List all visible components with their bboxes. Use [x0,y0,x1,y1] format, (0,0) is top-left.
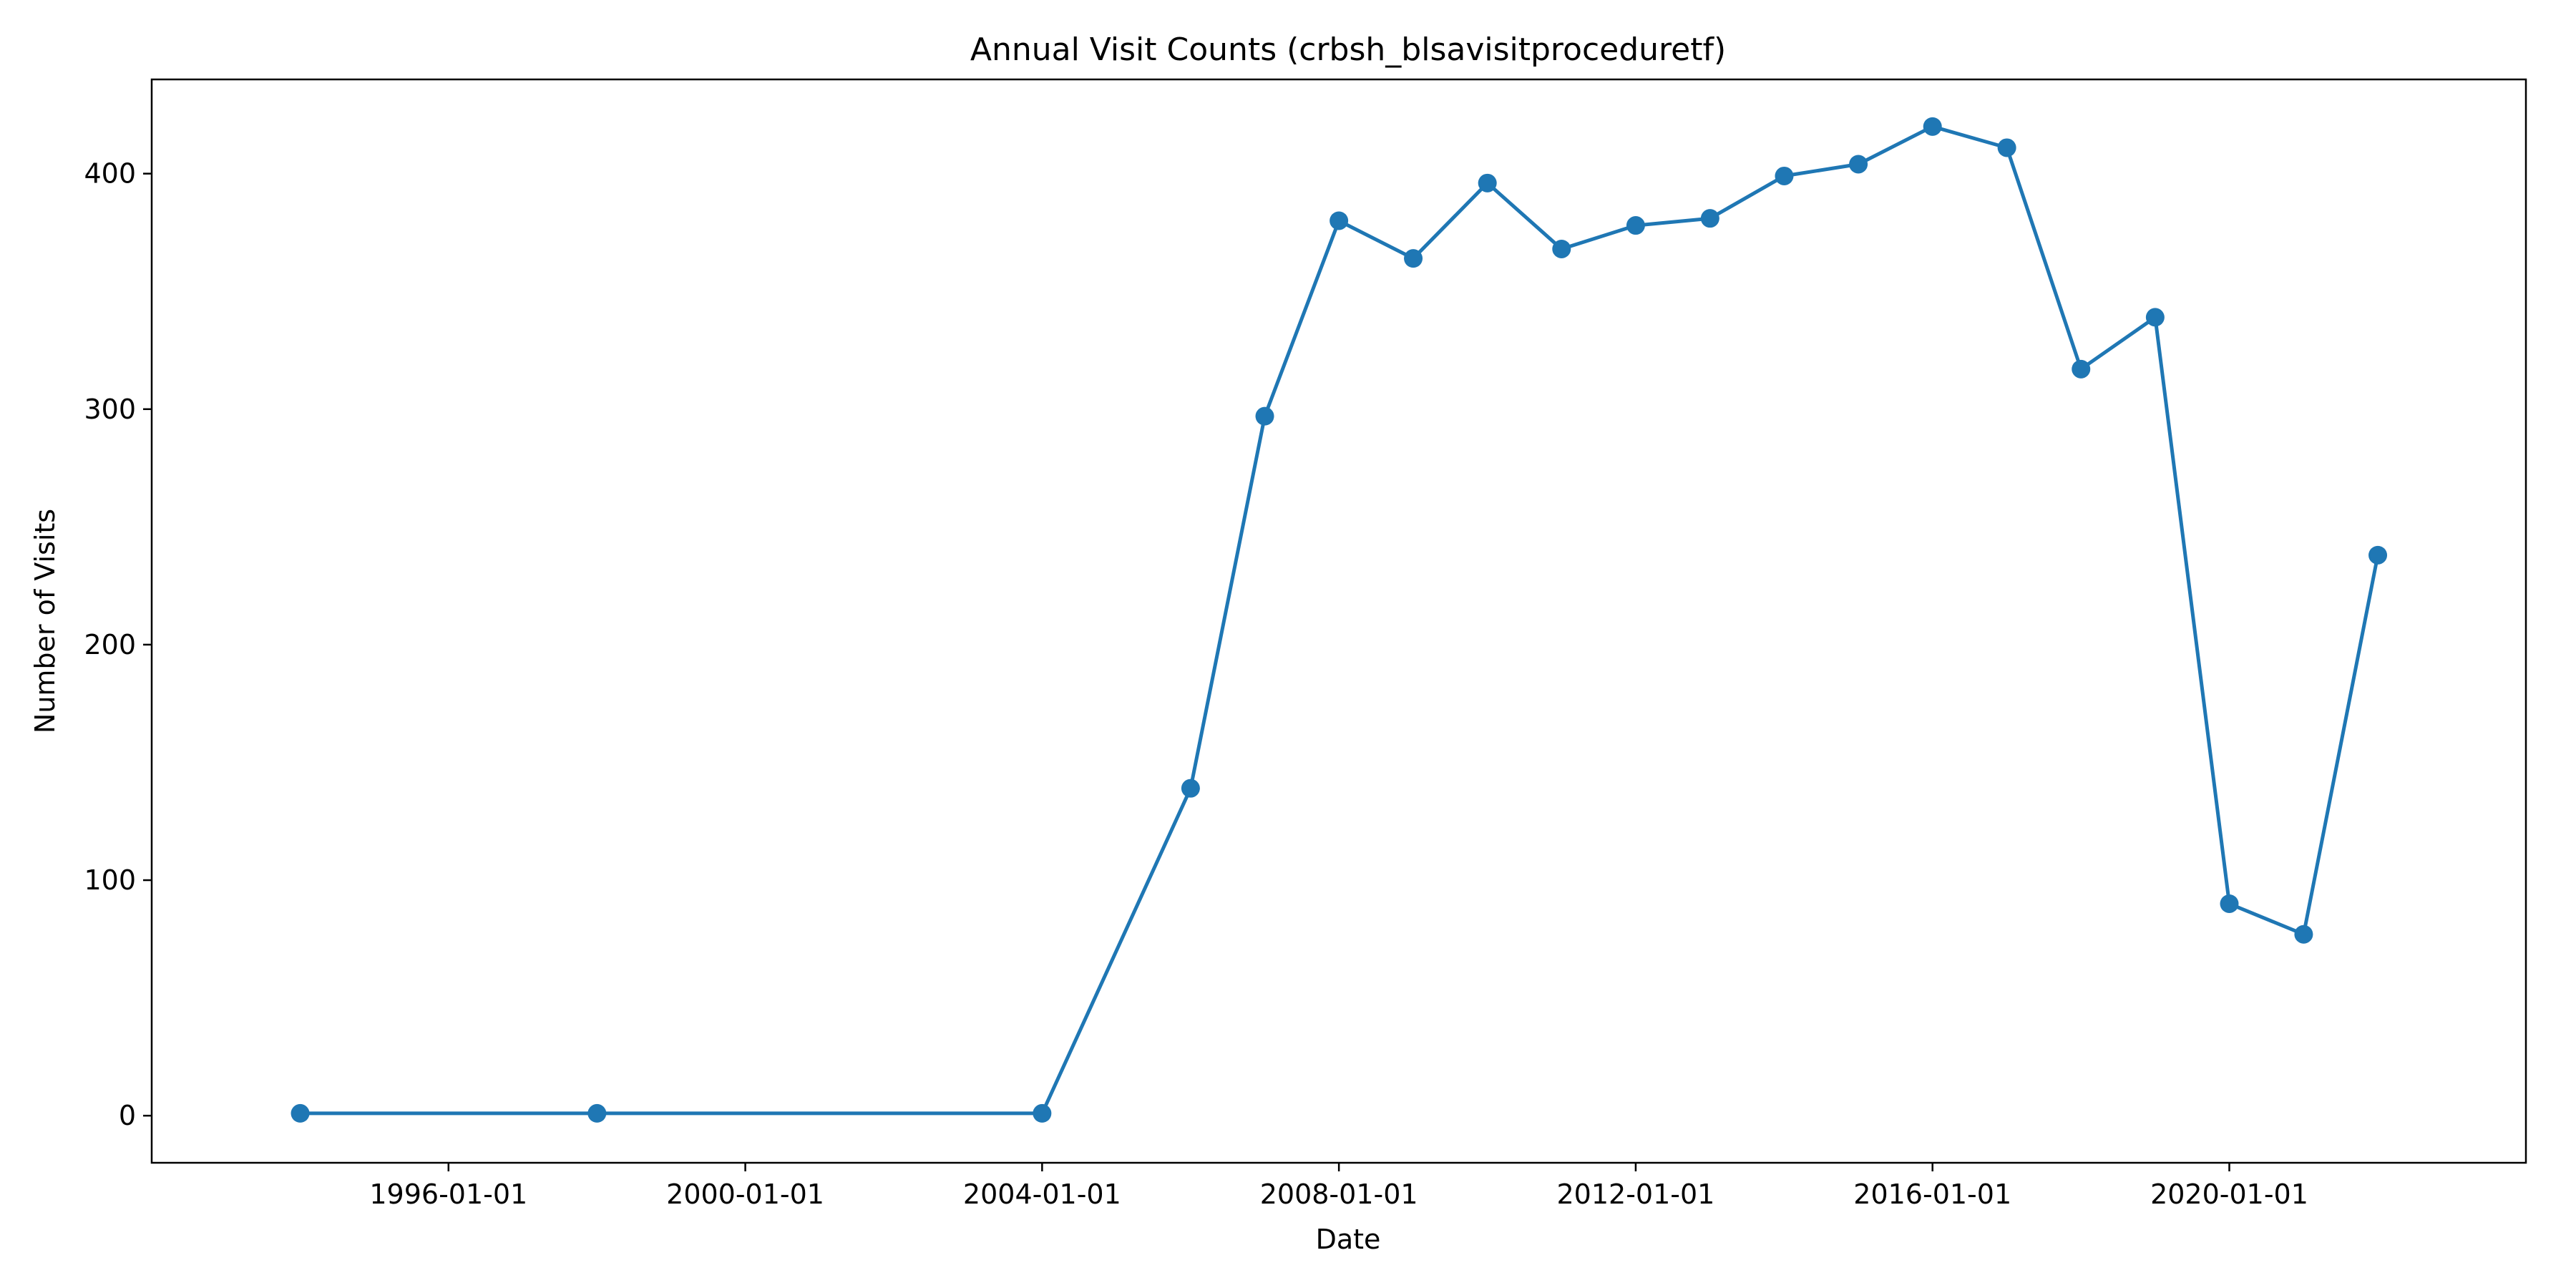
y-tick-label: 300 [84,394,136,425]
data-point [2220,894,2239,913]
data-point [291,1103,310,1123]
data-point [1997,138,2016,157]
x-tick-label: 2020-01-01 [2150,1179,2308,1210]
data-point [1033,1103,1052,1123]
data-point [1700,209,1719,228]
data-point [1552,239,1571,258]
x-tick-label: 2004-01-01 [963,1179,1121,1210]
x-tick-label: 2016-01-01 [1853,1179,2011,1210]
series-line [300,125,2380,1116]
data-point [2072,359,2091,379]
data-point [587,1103,607,1123]
data-point [1478,173,1497,192]
data-point [2294,924,2313,944]
data-point [1849,155,1868,174]
x-tick-label: 1996-01-01 [369,1179,527,1210]
x-tick-label: 2008-01-01 [1260,1179,1418,1210]
data-point [1626,216,1645,235]
y-axis-label: Number of Visits [29,509,61,733]
data-point [1181,779,1200,798]
data-point [2368,545,2388,565]
y-tick-label: 0 [119,1100,136,1131]
x-axis: 1996-01-01 2000-01-01 2004-01-01 2008-01-01… [369,1163,2308,1210]
y-tick-label: 200 [84,629,136,660]
x-tick-label: 2000-01-01 [666,1179,824,1210]
x-axis-label: Date [1316,1224,1381,1255]
y-axis: 0 100 200 300 400 [84,158,152,1131]
data-point [1775,166,1794,185]
data-point [1404,249,1423,268]
plot-area-frame [150,78,2527,1164]
y-tick-label: 400 [84,158,136,190]
x-tick-label: 2012-01-01 [1557,1179,1715,1210]
data-point [1255,406,1274,426]
data-point [1923,117,1942,136]
chart-title: Annual Visit Counts (crbsh_blsavisitproc… [970,31,1726,68]
data-point [2145,308,2165,327]
data-point [1330,211,1349,230]
y-tick-label: 100 [84,864,136,896]
series-layer [291,117,2388,1123]
